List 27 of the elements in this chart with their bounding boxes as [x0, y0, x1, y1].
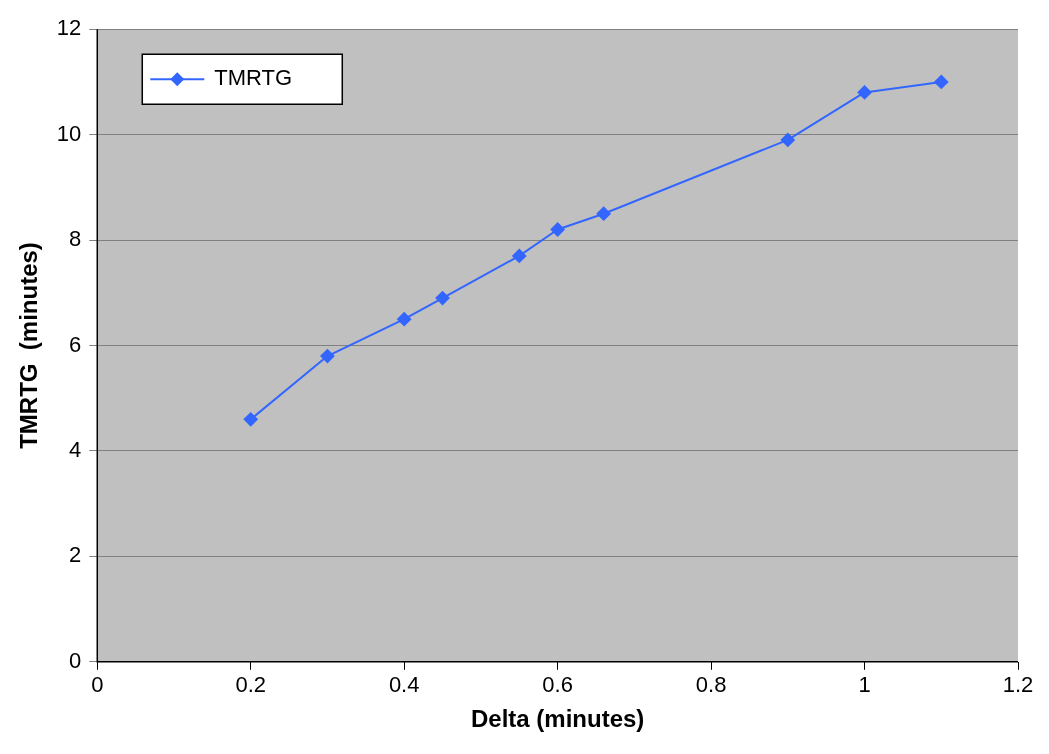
y-axis-title: TMRTG (minutes)	[15, 242, 43, 449]
y-tick-label: 10	[56, 120, 82, 146]
legend-label: TMRTG	[214, 65, 293, 91]
point	[857, 85, 872, 100]
x-tick-label: 0.2	[235, 672, 267, 698]
point	[435, 291, 450, 306]
y-tick-label: 8	[69, 226, 82, 252]
x-tick-label: 0.4	[388, 672, 420, 698]
x-tick-label: 0	[91, 672, 104, 698]
x-tick-label: 1	[858, 672, 871, 698]
x-tick-label: 0.8	[695, 672, 727, 698]
x-tick-label: 0.6	[542, 672, 573, 698]
y-tick-label: 6	[69, 331, 82, 357]
point	[512, 248, 527, 263]
x-tick-label: 1.2	[1002, 672, 1034, 698]
y-tick-label: 4	[69, 437, 82, 462]
point	[320, 349, 335, 364]
y-tick-label: 12	[56, 15, 82, 41]
point	[934, 74, 949, 89]
y-tick-label: 2	[69, 542, 82, 568]
point	[550, 222, 565, 237]
y-tick-label: 0	[69, 647, 82, 673]
point	[596, 206, 611, 221]
x-axis-title: Delta (minutes)	[470, 705, 645, 733]
point	[397, 312, 412, 327]
point	[243, 412, 258, 427]
point	[780, 132, 795, 147]
